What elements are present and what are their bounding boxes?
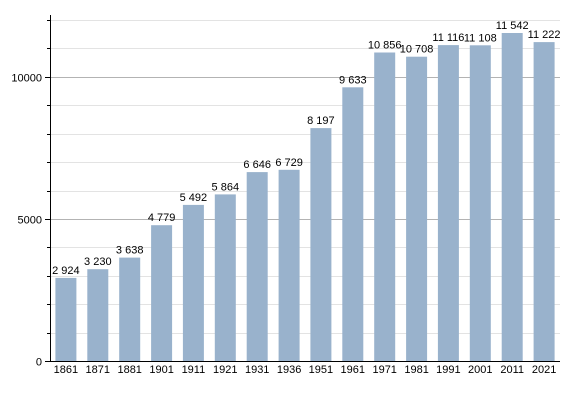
data-label-1881: 3 638 [116,245,144,257]
x-tick-label-1936: 1936 [277,364,301,376]
y-tick-label: 10000 [11,73,42,85]
bars [55,33,555,362]
data-label-1936: 6 729 [275,157,303,169]
bar-1971 [374,52,396,361]
data-label-1901: 4 779 [148,212,176,224]
axes [45,15,560,362]
bar-1931 [246,172,268,361]
x-tick-label-2001: 2001 [468,364,492,376]
x-tick-label-1961: 1961 [341,364,365,376]
data-label-1971: 10 856 [368,40,402,52]
data-label-2021: 11 222 [528,29,561,41]
bar-2021 [533,42,555,361]
x-tick-label-1931: 1931 [245,364,269,376]
data-label-1961: 9 633 [339,74,367,86]
x-tick-label-1871: 1871 [86,364,110,376]
bar-1911 [182,204,204,361]
x-tick-label-1921: 1921 [213,364,237,376]
data-label-2011: 11 542 [496,20,529,32]
x-tick-label-1861: 1861 [54,364,78,376]
x-tick-label-1901: 1901 [149,364,173,376]
data-label-1921: 5 864 [212,181,240,193]
bar-1921 [214,194,236,361]
bar-1901 [151,225,173,361]
data-label-1871: 3 230 [84,256,112,268]
data-label-2001: 11 108 [464,32,497,44]
bar-1951 [310,128,332,361]
data-label-1951: 8 197 [307,115,335,127]
x-tick-label-1881: 1881 [117,364,141,376]
data-label-1991: 11 116 [432,32,464,44]
x-tick-label-2021: 2021 [532,364,556,376]
bar-1961 [342,87,364,362]
data-label-1911: 5 492 [180,192,208,204]
data-label-1931: 6 646 [243,159,271,171]
data-label-1861: 2 924 [52,265,80,277]
x-tick-labels: 1861 1871 1881 1901 1911 1921 1931 1936 1951 1961… [54,364,557,376]
bar-2001 [469,45,491,362]
y-tick-labels: 0 5000 10000 [11,73,42,369]
bar-1991 [437,45,459,361]
y-tick-label: 0 [36,357,42,369]
x-tick-label-1951: 1951 [309,364,333,376]
bar-2011 [501,33,523,361]
x-tick-label-1911: 1911 [182,364,206,376]
bar-1861 [55,277,77,361]
x-tick-label-1991: 1991 [436,364,460,376]
x-tick-label-2011: 2011 [500,364,524,376]
x-tick-label-1971: 1971 [372,364,396,376]
data-label-1981: 10 708 [400,44,434,56]
bar-1936 [278,169,300,361]
y-tick-label: 5000 [18,215,42,227]
x-tick-label-1981: 1981 [404,364,428,376]
bar-1981 [406,56,428,361]
bar-1881 [119,257,141,361]
bar-1871 [87,269,109,361]
